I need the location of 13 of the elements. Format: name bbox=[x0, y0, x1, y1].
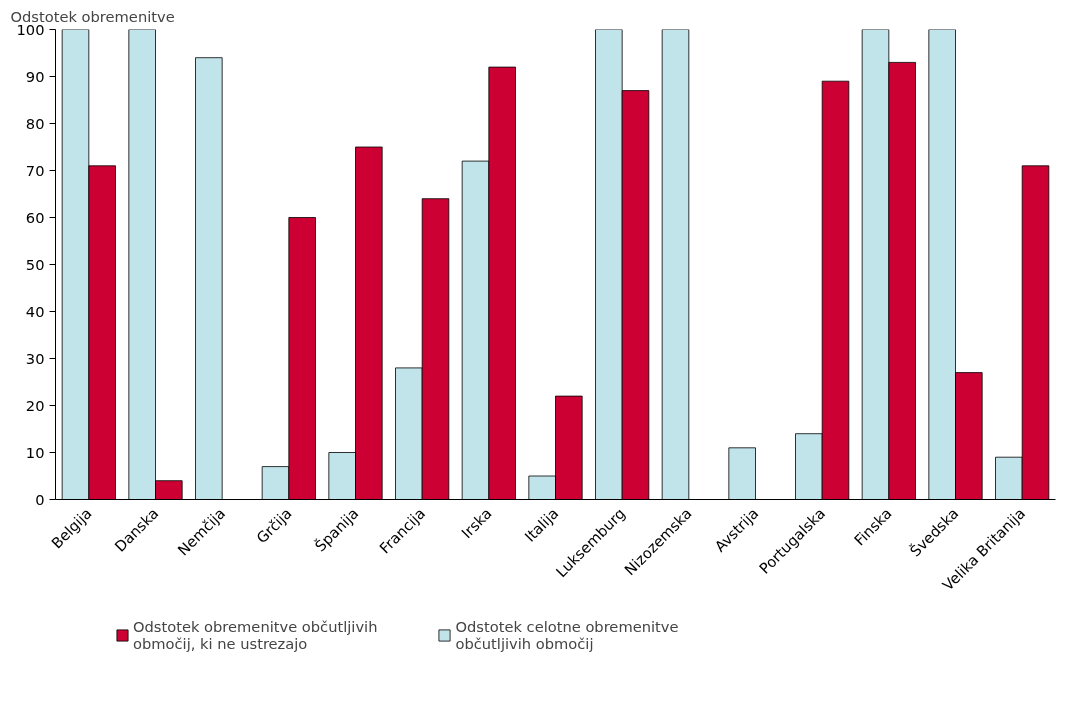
y-tick-label: 30 bbox=[25, 349, 45, 367]
y-tick-label: 10 bbox=[25, 443, 45, 461]
y-tick-label: 20 bbox=[25, 396, 45, 414]
legend-label: Odstotek celotne obremenitve občutljivih območij bbox=[455, 618, 679, 652]
y-tick-label: 40 bbox=[25, 302, 45, 320]
y-tick-label: 90 bbox=[25, 67, 45, 85]
y-tick-label: 0 bbox=[35, 490, 45, 508]
y-axis-title: Odstotek obremenitve bbox=[10, 7, 175, 25]
y-tick-label: 80 bbox=[25, 114, 45, 132]
legend-label: Odstotek obremenitve občutljivih območij, ki ne ustrezajo bbox=[133, 618, 378, 652]
y-tick-label: 60 bbox=[25, 208, 45, 226]
y-tick-label: 70 bbox=[25, 161, 45, 179]
y-tick-label: 50 bbox=[25, 255, 45, 273]
